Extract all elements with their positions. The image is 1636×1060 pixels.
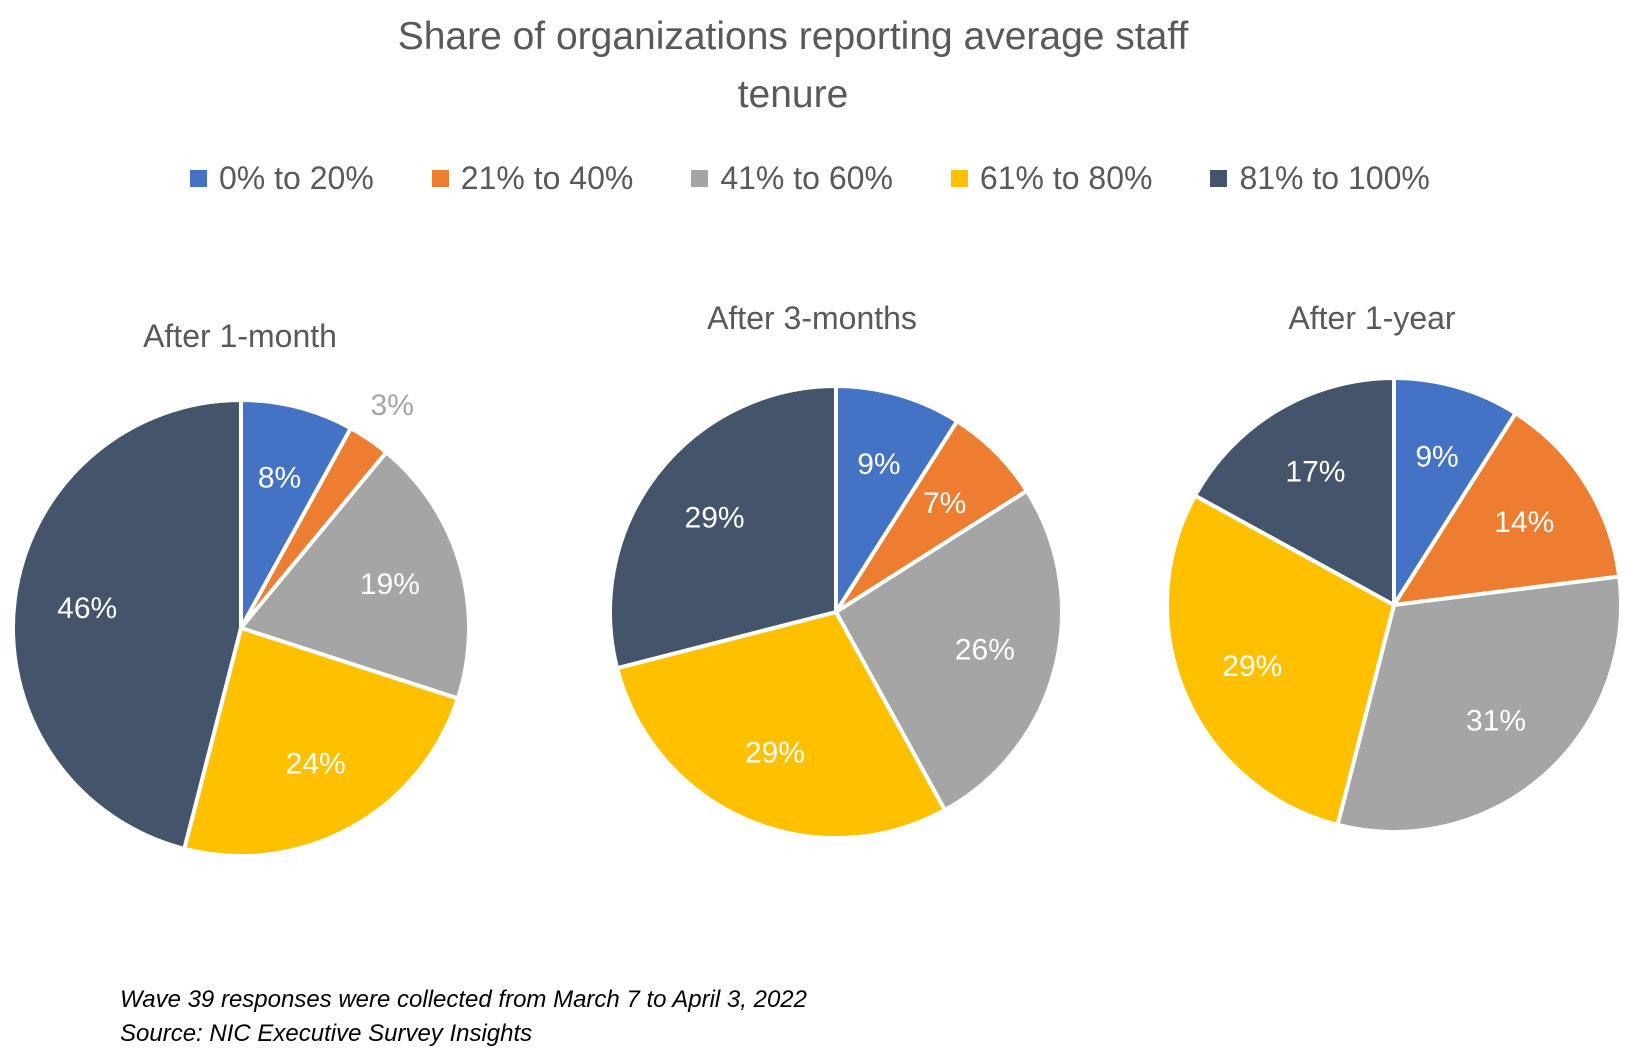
pie-slice-1-year-81-100	[1193, 376, 1396, 607]
footnote-wave: Wave 39 responses were collected from Ma…	[120, 986, 807, 1013]
pie-slice-3-months-41-60	[834, 488, 1064, 813]
pie-slice-1-month-41-60	[239, 450, 471, 701]
pie-slice-1-year-0-20	[1392, 376, 1518, 607]
legend-item-61-80: 61% to 80%	[950, 159, 1153, 197]
data-label-1-month-0-20: 8%	[258, 461, 301, 494]
footnote-source: Source: NIC Executive Survey Insights	[120, 1020, 533, 1047]
legend-label: 0% to 20%	[219, 159, 374, 196]
pie-title-1-year: After 1-year	[1288, 300, 1456, 336]
legend: 0% to 20% 21% to 40% 41% to 60% 61% to 8…	[190, 158, 1430, 198]
legend-label: 41% to 60%	[720, 159, 893, 196]
pie-1-month: 8% 3% 19% 24% 46%	[11, 389, 471, 858]
data-label-1-year-81-100: 17%	[1285, 456, 1345, 489]
pie-slice-1-year-41-60	[1335, 574, 1623, 834]
legend-swatch	[950, 169, 968, 187]
legend-swatch	[431, 169, 449, 187]
pie-slice-1-month-81-100	[11, 398, 243, 851]
pie-1-year: 9% 14% 31% 29% 17%	[1165, 376, 1623, 834]
pie-slice-3-months-0-20	[834, 384, 960, 614]
data-label-1-year-61-80: 29%	[1222, 650, 1282, 683]
data-label-1-year-41-60: 31%	[1466, 704, 1526, 737]
legend-swatch	[1210, 169, 1228, 187]
pie-slice-1-year-21-40	[1392, 411, 1622, 607]
legend-swatch	[190, 169, 207, 187]
pie-3-months: 9% 7% 26% 29% 29%	[608, 384, 1064, 840]
data-label-1-month-21-40: 3%	[371, 389, 414, 422]
pie-slice-1-year-61-80	[1165, 493, 1396, 827]
pie-title-3-months: After 3-months	[707, 300, 917, 336]
data-label-3-months-61-80: 29%	[745, 737, 805, 770]
legend-item-81-100: 81% to 100%	[1210, 159, 1430, 197]
data-label-1-year-0-20: 9%	[1415, 440, 1458, 473]
pie-slice-3-months-61-80	[615, 610, 947, 840]
pie-slice-3-months-81-100	[608, 384, 838, 671]
data-label-1-month-41-60: 19%	[360, 568, 420, 601]
data-label-1-month-81-100: 46%	[57, 592, 117, 625]
data-label-3-months-41-60: 26%	[955, 634, 1015, 667]
legend-item-41-60: 41% to 60%	[691, 160, 893, 197]
data-label-3-months-21-40: 7%	[923, 487, 966, 520]
chart-title-line-2: tenure	[737, 73, 849, 116]
pie-slice-1-month-61-80	[182, 626, 460, 858]
legend-swatch	[691, 169, 709, 187]
legend-label: 61% to 80%	[979, 159, 1153, 196]
data-label-1-year-21-40: 14%	[1494, 506, 1554, 539]
pie-slice-1-month-0-20	[239, 398, 353, 630]
data-label-1-month-61-80: 24%	[286, 747, 346, 780]
chart-title: Share of organizations reporting average…	[0, 8, 1586, 124]
data-label-3-months-0-20: 9%	[857, 448, 900, 481]
legend-label: 81% to 100%	[1239, 159, 1430, 196]
pie-title-1-month: After 1-month	[143, 318, 337, 354]
data-label-3-months-81-100: 29%	[685, 501, 745, 534]
legend-item-0-20: 0% to 20%	[190, 160, 374, 197]
chart-title-line-1: Share of organizations reporting average…	[397, 15, 1189, 58]
legend-item-21-40: 21% to 40%	[431, 159, 634, 197]
legend-label: 21% to 40%	[460, 159, 634, 196]
